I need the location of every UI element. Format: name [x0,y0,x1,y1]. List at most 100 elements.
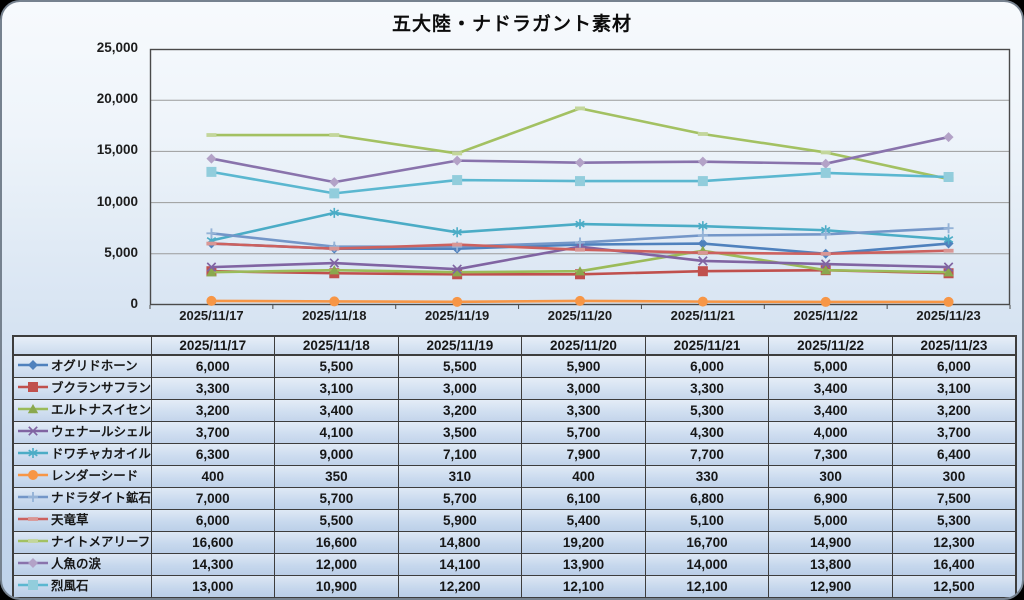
table-row: 烈風石 13,000 10,900 12,200 12,100 12,100 12,900 1… [12,575,1017,598]
table-cell-value: 3,400 [274,399,399,422]
table-cell-value: 6,000 [150,354,276,378]
table-corner-cell [12,335,152,356]
table-cell-value: 14,800 [397,531,523,554]
y-tick-label: 20,000 [96,91,138,107]
table-cell-value: 4,000 [768,421,893,444]
legend-item-label: ナドラダイト鉱石 [51,491,151,505]
table-cell-value: 400 [521,465,646,488]
legend-item: レンダーシード [12,465,152,488]
table-cell-value: 400 [150,465,276,488]
legend-item: エルトナスイセン [12,399,152,422]
y-tick-label: 5,000 [104,244,138,260]
table-cell-value: 14,300 [150,553,276,576]
legend-item: ブクランサフラン [12,377,152,400]
table-cell-value: 6,000 [150,509,276,532]
table-cell-value: 3,200 [150,399,276,422]
table-cell-value: 300 [891,465,1017,488]
table-cell-value: 3,700 [150,421,276,444]
plus-marker-icon [17,489,49,509]
table-cell-value: 10,900 [274,575,399,598]
table-cell-value: 12,200 [397,575,523,598]
table-cell-value: 14,100 [397,553,523,576]
x-axis-labels: 2025/11/17 2025/11/18 2025/11/19 2025/11/20… [150,308,1010,324]
table-header-date: 2025/11/23 [891,335,1017,356]
triangle-marker-icon [17,401,49,421]
table-cell-value: 9,000 [274,443,399,466]
legend-item: オグリドホーン [12,354,152,378]
table-cell-value: 6,300 [150,443,276,466]
legend-item: 烈風石 [12,575,152,598]
table-cell-value: 5,000 [768,354,893,378]
table-cell-value: 13,000 [150,575,276,598]
table-cell-value: 4,300 [644,421,770,444]
table-cell-value: 12,300 [891,531,1017,554]
y-tick-label: 10,000 [96,193,138,209]
table-cell-value: 3,300 [644,377,770,400]
legend-item-label: ウェナールシェル [51,425,151,439]
table-row: エルトナスイセン 3,200 3,400 3,200 3,300 5,300 3,400 3,… [12,399,1017,422]
table-cell-value: 7,300 [768,443,893,466]
x-axis-label: 2025/11/22 [793,308,858,323]
y-tick-label: 0 [130,296,138,311]
table-cell-value: 5,700 [274,487,399,510]
table-cell-value: 19,200 [521,531,646,554]
table-row: ドワチャカオイル 6,300 9,000 7,100 7,900 7,700 7,300 6,… [12,443,1017,466]
table-cell-value: 350 [274,465,399,488]
legend-item-label: 人魚の涙 [51,557,102,571]
legend-item-label: オグリドホーン [51,359,138,373]
legend-item: 人魚の涙 [12,553,152,576]
table-header-date: 2025/11/17 [150,335,276,356]
dash-marker-icon [17,511,49,531]
table-cell-value: 13,800 [768,553,893,576]
table-cell-value: 7,100 [397,443,523,466]
legend-item-label: レンダーシード [51,469,139,483]
x-marker-icon [17,423,49,443]
legend-item-label: エルトナスイセン [51,403,151,417]
table-cell-value: 6,800 [644,487,770,510]
table-cell-value: 3,300 [521,399,646,422]
table-cell-value: 5,700 [521,421,646,444]
legend-item-label: 烈風石 [51,579,89,593]
x-axis-label: 2025/11/20 [547,308,613,323]
table-row: ナドラダイト鉱石 7,000 5,700 5,700 6,100 6,800 6,900 7,… [12,487,1017,510]
table-cell-value: 7,000 [150,487,276,510]
legend-item: ドワチャカオイル [12,443,152,466]
table-cell-value: 4,100 [274,421,399,444]
table-cell-value: 3,500 [397,421,523,444]
legend-item: ナイトメアリーフ [12,531,152,554]
table-header: 2025/11/17 2025/11/18 2025/11/19 2025/11/20… [12,335,1017,356]
table-cell-value: 14,000 [644,553,770,576]
table-cell-value: 3,700 [891,421,1017,444]
table-cell-value: 5,000 [768,509,893,532]
table-cell-value: 12,900 [768,575,893,598]
x-axis-label: 2025/11/18 [302,308,367,323]
legend-item-label: ナイトメアリーフ [51,535,151,549]
table-cell-value: 5,500 [274,509,399,532]
table-cell-value: 3,300 [150,377,276,400]
data-table: 2025/11/17 2025/11/18 2025/11/19 2025/11/20… [12,335,1017,598]
circle-marker-icon [17,467,49,487]
y-tick-label: 15,000 [96,142,138,158]
table-cell-value: 7,500 [891,487,1017,510]
table-cell-value: 5,500 [274,354,399,378]
table-cell-value: 3,400 [768,377,893,400]
table-cell-value: 16,600 [274,531,399,554]
page-title: 五大陸・ナドラガント素材 [391,14,632,35]
table-header-date: 2025/11/19 [397,335,523,356]
legend-item: ウェナールシェル [12,421,152,444]
table-header-date: 2025/11/21 [644,335,770,356]
table-row: オグリドホーン 6,000 5,500 5,500 5,900 6,000 5,000 6,0… [12,354,1017,378]
table-cell-value: 5,300 [891,509,1017,532]
table-row: ナイトメアリーフ 16,600 16,600 14,800 19,200 16,700 14… [12,531,1017,554]
table-cell-value: 3,400 [768,399,893,422]
y-tick-label: 25,000 [96,40,138,55]
table-cell-value: 5,700 [397,487,523,510]
table-cell-value: 6,100 [521,487,646,510]
square-marker-icon [17,379,49,399]
table-cell-value: 5,900 [521,354,646,378]
table-cell-value: 6,000 [644,354,770,378]
table-cell-value: 3,000 [397,377,523,400]
table-row: 人魚の涙 14,300 12,000 14,100 13,900 14,000 13,800… [12,553,1017,576]
legend-item: ナドラダイト鉱石 [12,487,152,510]
